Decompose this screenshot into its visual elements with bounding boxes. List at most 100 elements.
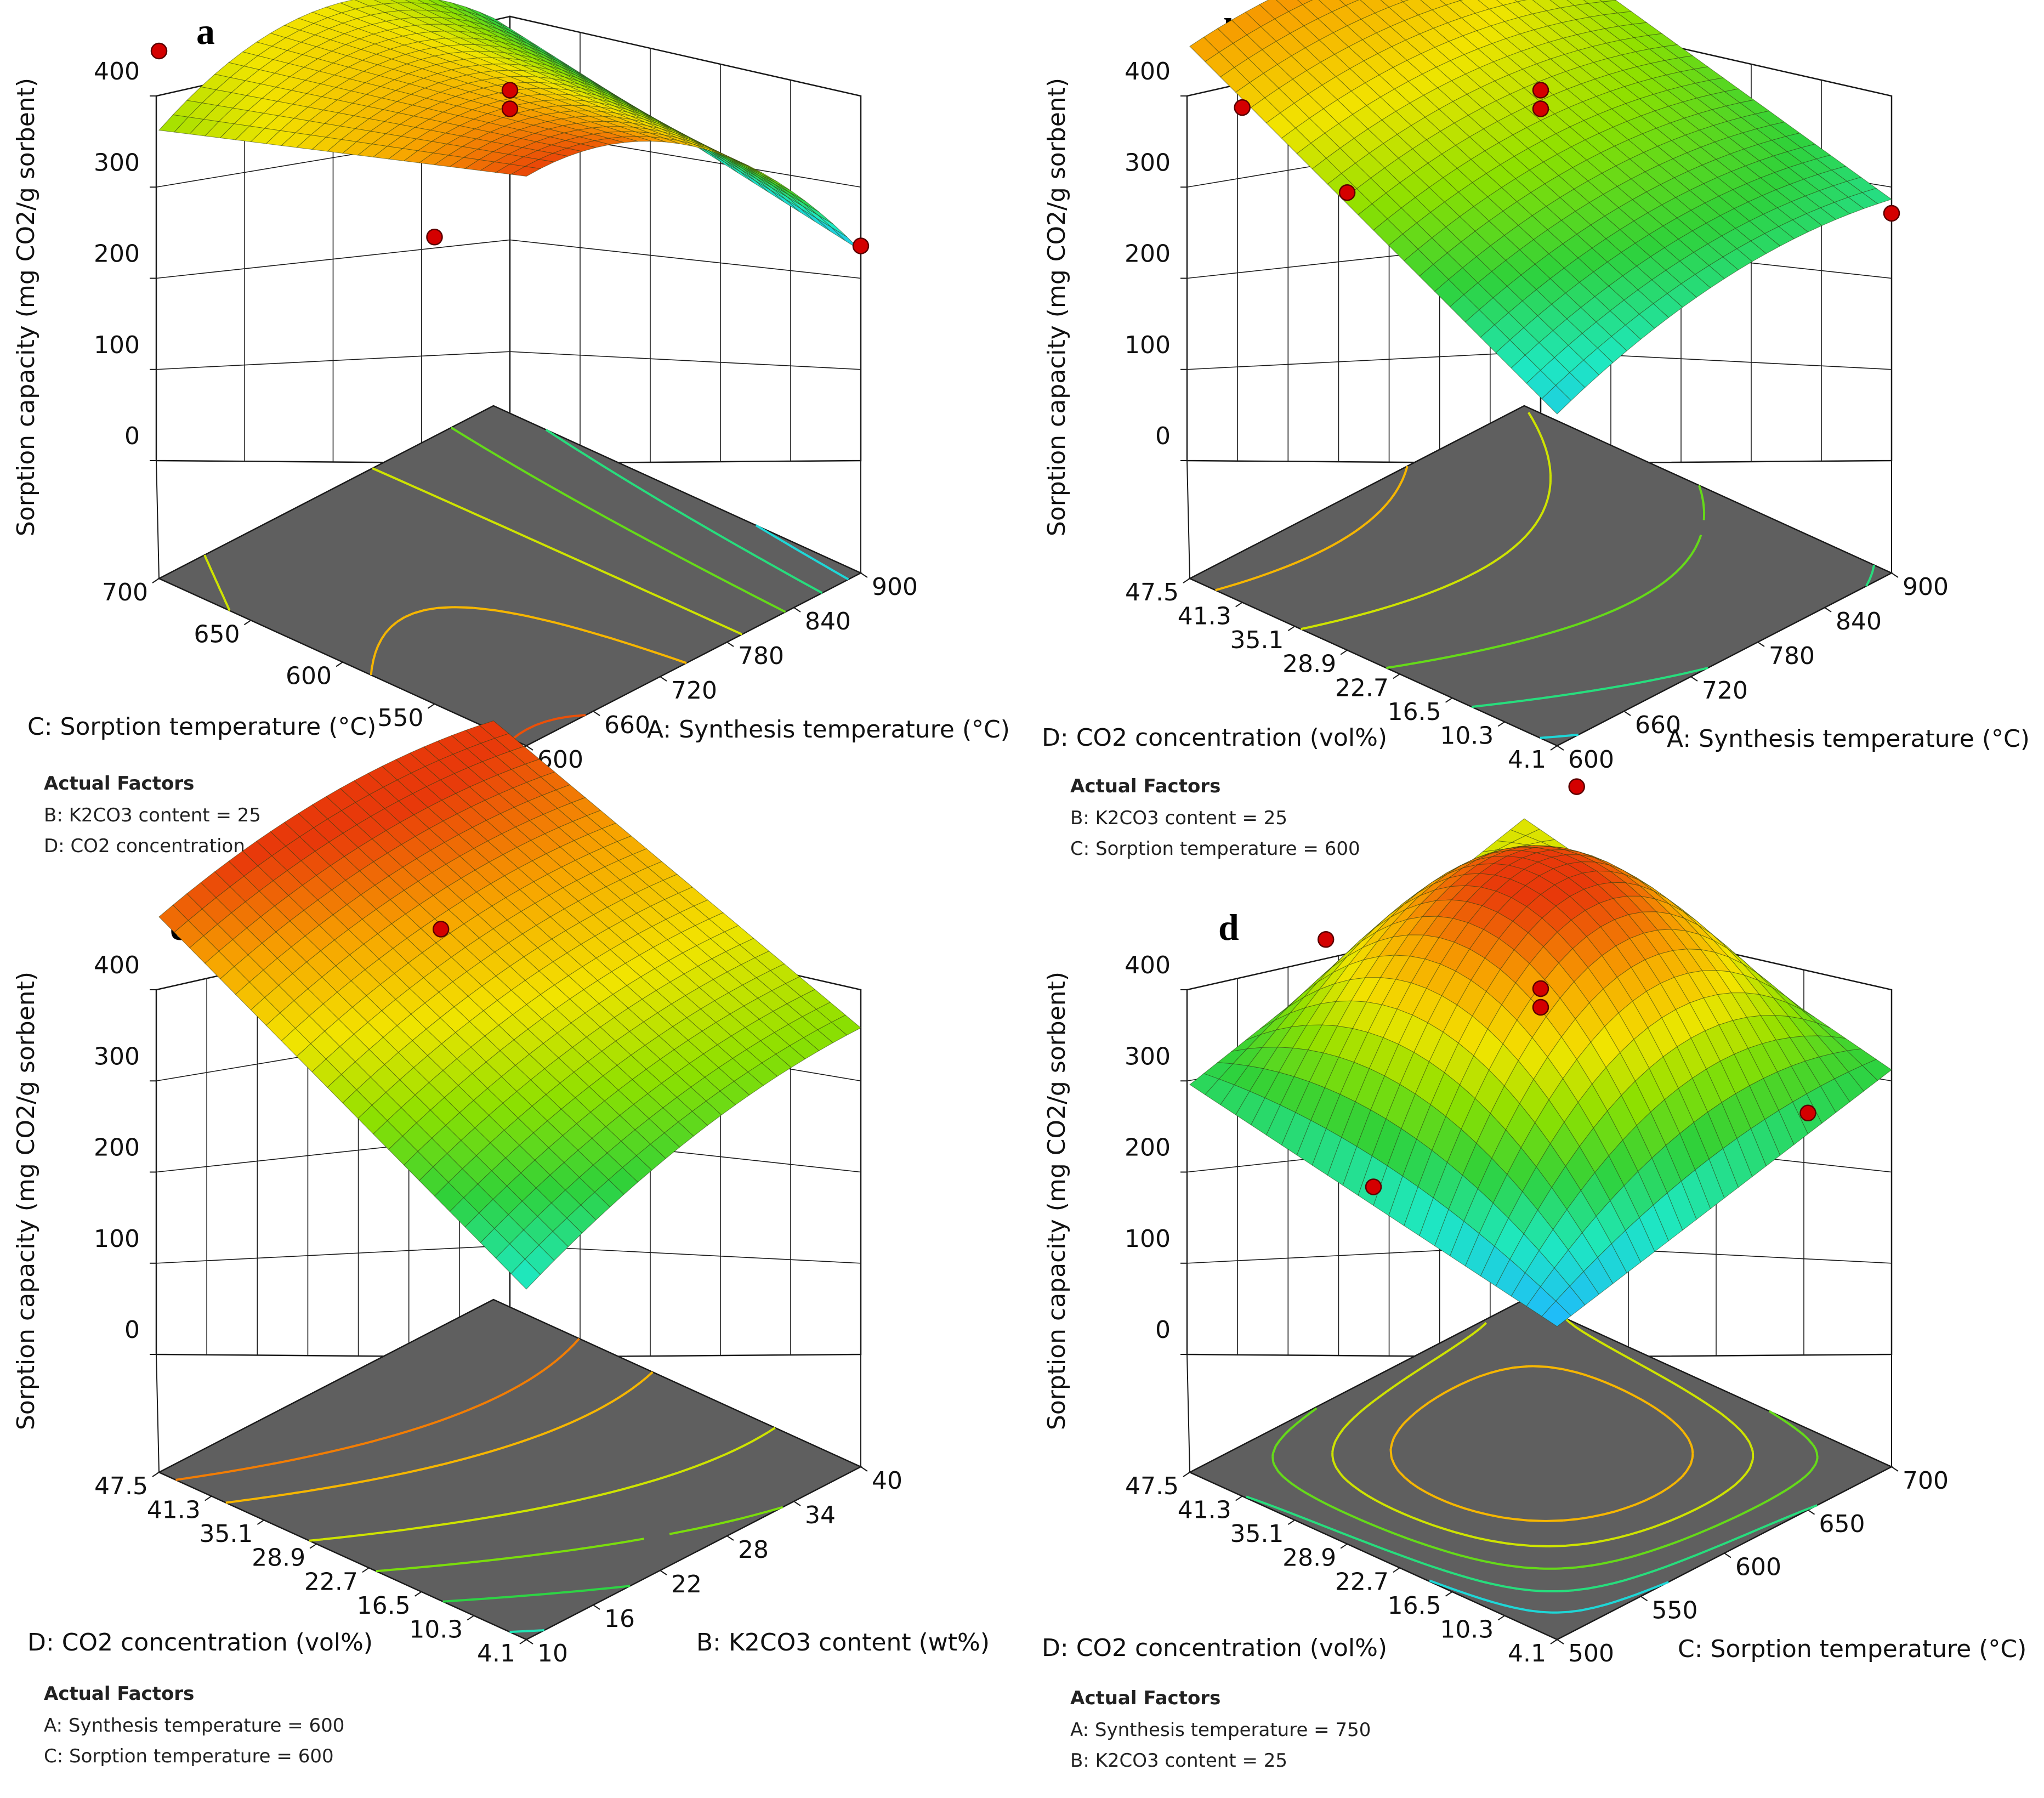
- design-point: [1532, 999, 1549, 1016]
- x-tick-mark: [593, 711, 600, 716]
- z-tick-label: 400: [94, 58, 140, 86]
- actual-factor: A: Synthesis temperature = 600: [44, 1715, 344, 1737]
- y-tick-label: 41.3: [1178, 603, 1231, 631]
- contour-line: [203, 467, 743, 636]
- x-tick-mark: [1557, 1639, 1564, 1644]
- chart-panel-d: d 0 100 200 300 400 Sorption capacity (mg CO2/…: [1042, 778, 2026, 1772]
- x-tick-mark: [1891, 572, 1899, 578]
- design-point: [1883, 205, 1900, 222]
- contour-line: [1246, 1495, 1818, 1592]
- z-tick-label: 400: [1125, 58, 1171, 86]
- contour-line: [1429, 1579, 1670, 1614]
- response-surface: [158, 720, 861, 1290]
- y-tick-mark: [257, 1519, 264, 1525]
- y-tick-mark: [1445, 697, 1453, 703]
- x-tick-mark: [726, 642, 734, 647]
- x-tick-label: 10: [537, 1640, 568, 1667]
- y-tick-mark: [1393, 673, 1400, 679]
- design-point: [1365, 1178, 1382, 1195]
- y-tick-label: 10.3: [409, 1615, 463, 1643]
- y-tick-label: 16.5: [1388, 1592, 1441, 1620]
- surface-cell: [1541, 1300, 1572, 1327]
- contour-line: [1389, 1365, 1694, 1522]
- contour-line: [1386, 485, 1706, 670]
- x-tick-mark: [1824, 607, 1832, 612]
- y-tick-mark: [1340, 649, 1348, 655]
- y-tick-label: 22.7: [1335, 1568, 1389, 1596]
- floor-connector: [156, 460, 160, 579]
- y-tick-mark: [427, 703, 435, 709]
- x-tick-mark: [726, 1535, 734, 1541]
- x-tick-mark: [526, 1639, 533, 1644]
- y-tick-label: 10.3: [1440, 722, 1494, 750]
- z-tick-label: 100: [94, 1225, 140, 1253]
- actual-factors-title: Actual Factors: [44, 773, 194, 795]
- z-tick-label: 300: [1125, 149, 1171, 177]
- x-tick-label: 700: [1903, 1467, 1949, 1495]
- x-axis-title: A: Synthesis temperature (°C): [647, 716, 1010, 744]
- x-tick-label: 22: [671, 1570, 702, 1598]
- y-tick-label: 700: [102, 578, 148, 606]
- x-tick-mark: [1640, 1596, 1648, 1602]
- y-tick-mark: [152, 1472, 160, 1477]
- y-tick-label: 28.9: [252, 1544, 305, 1572]
- y-tick-mark: [1340, 1543, 1348, 1549]
- y-axis-title: C: Sorption temperature (°C): [27, 713, 376, 741]
- design-point: [1532, 100, 1549, 117]
- x-tick-label: 600: [1735, 1553, 1781, 1581]
- actual-factor: B: K2CO3 content = 25: [1070, 1750, 1287, 1772]
- contour-line: [1331, 1317, 1755, 1547]
- x-tick-label: 840: [805, 608, 851, 636]
- x-axis-title: A: Synthesis temperature (°C): [1667, 725, 2030, 753]
- wall-gridline-z: [156, 351, 861, 370]
- contour-line: [1471, 565, 1876, 708]
- y-tick-label: 35.1: [1230, 626, 1284, 654]
- actual-factor: B: K2CO3 content = 25: [1070, 807, 1287, 829]
- contour-line: [545, 428, 823, 594]
- x-tick-label: 34: [805, 1501, 836, 1529]
- x-axis-title: B: K2CO3 content (wt%): [696, 1629, 990, 1657]
- floor-connector: [1186, 1354, 1190, 1473]
- z-tick-label: 200: [1125, 240, 1171, 268]
- actual-factors-title: Actual Factors: [1070, 775, 1220, 797]
- actual-factors-title: Actual Factors: [44, 1683, 194, 1705]
- z-tick-label: 0: [124, 1316, 140, 1344]
- design-point: [501, 82, 519, 99]
- contour-line: [309, 1427, 776, 1542]
- design-point: [501, 100, 519, 117]
- y-tick-label: 47.5: [94, 1472, 148, 1500]
- y-tick-mark: [1497, 1615, 1505, 1621]
- actual-factors-title: Actual Factors: [1070, 1687, 1220, 1709]
- z-axis-title: Sorption capacity (mg CO2/g sorbent): [12, 972, 40, 1430]
- x-tick-mark: [1623, 711, 1631, 716]
- x-tick-mark: [1690, 676, 1698, 682]
- contour-floor: [157, 405, 862, 747]
- x-tick-label: 550: [1652, 1596, 1698, 1624]
- y-tick-mark: [1393, 1567, 1400, 1573]
- surface-cell: [1541, 385, 1572, 415]
- actual-factor: A: Synthesis temperature = 750: [1070, 1719, 1371, 1741]
- x-axis-title: C: Sorption temperature (°C): [1678, 1635, 2026, 1663]
- z-tick-label: 400: [94, 951, 140, 979]
- surface-cell: [510, 1258, 541, 1290]
- x-tick-label: 600: [1568, 746, 1614, 774]
- wall-gridline-z: [156, 239, 861, 279]
- y-tick-label: 28.9: [1282, 1544, 1336, 1572]
- contour-line: [1301, 412, 1552, 631]
- actual-factor: C: Sorption temperature = 600: [44, 1745, 334, 1767]
- contour-floor: [157, 1298, 862, 1641]
- design-point: [426, 229, 443, 246]
- z-tick-label: 0: [124, 422, 140, 450]
- contour-line: [450, 427, 786, 613]
- y-tick-label: 16.5: [1388, 698, 1441, 726]
- z-tick-label: 200: [94, 1134, 140, 1162]
- y-tick-mark: [205, 1495, 212, 1501]
- z-axis-title: Sorption capacity (mg CO2/g sorbent): [1043, 78, 1071, 536]
- y-tick-label: 4.1: [1508, 1640, 1546, 1667]
- contour-line: [1271, 1407, 1819, 1570]
- x-tick-label: 720: [1702, 677, 1748, 705]
- contour-line: [175, 1337, 580, 1481]
- y-tick-mark: [519, 1639, 527, 1644]
- y-tick-label: 22.7: [1335, 674, 1389, 702]
- x-tick-label: 500: [1568, 1640, 1614, 1667]
